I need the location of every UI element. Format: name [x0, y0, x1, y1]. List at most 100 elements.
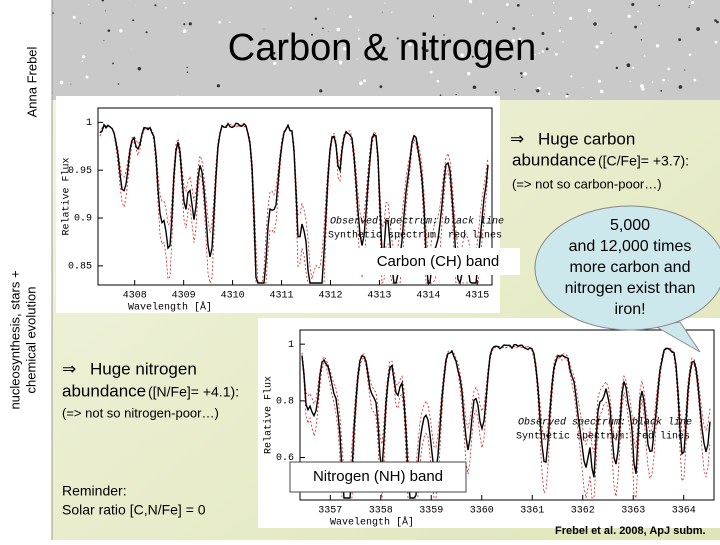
star	[112, 62, 115, 65]
star	[85, 75, 89, 79]
star	[439, 94, 442, 96]
x-tick-label: 3357	[318, 506, 342, 517]
star	[356, 58, 358, 60]
star	[186, 71, 189, 74]
star	[538, 52, 541, 55]
star	[541, 32, 545, 35]
star	[562, 41, 564, 43]
x-tick-label: 4310	[221, 291, 245, 302]
star	[627, 14, 631, 18]
legend: Observed spectrum: black line	[518, 417, 692, 429]
star	[101, 0, 105, 2]
star	[145, 31, 148, 34]
star	[468, 0, 473, 4]
star	[188, 22, 192, 26]
star	[716, 20, 719, 24]
star	[643, 55, 646, 57]
star	[689, 5, 691, 7]
star	[651, 81, 654, 84]
star	[263, 28, 265, 30]
headline: Huge nitrogen	[90, 359, 197, 378]
arrow: ⇒	[510, 129, 524, 148]
note: (=> not so carbon-poor…)	[512, 176, 662, 191]
star	[338, 60, 343, 65]
star	[472, 85, 477, 89]
star	[336, 27, 341, 32]
star	[327, 31, 329, 32]
star	[494, 91, 497, 94]
star	[610, 32, 612, 34]
star	[560, 27, 561, 28]
x-tick-label: 4311	[270, 291, 294, 302]
sky	[52, 0, 720, 100]
star	[534, 53, 536, 56]
y-tick-label: 1	[86, 118, 92, 129]
plot-bg	[258, 318, 720, 528]
star	[319, 89, 323, 93]
y-axis-label: Relative Flux	[61, 157, 73, 235]
y-tick-label: 1	[288, 340, 294, 351]
star	[587, 16, 589, 18]
star	[316, 41, 318, 43]
star	[290, 7, 292, 9]
star	[287, 33, 290, 36]
star	[536, 89, 540, 93]
star	[327, 8, 329, 10]
star	[552, 1, 555, 4]
nitrogen-spectrum: 1 0.8 0.6 3357 3358 3359 3360 3361 3362 3363 3364 R…	[258, 318, 720, 529]
star	[593, 22, 597, 26]
star	[667, 67, 671, 71]
star	[541, 50, 545, 53]
star	[408, 42, 412, 46]
star	[322, 27, 324, 30]
star	[631, 2, 635, 6]
star	[655, 44, 660, 48]
star	[516, 3, 520, 7]
star	[103, 40, 105, 42]
star	[696, 27, 701, 31]
callout-line: and 12,000 times	[569, 238, 692, 255]
star	[443, 34, 445, 36]
star	[678, 85, 683, 89]
star	[79, 22, 82, 24]
reminder: Solar ratio [C,N/Fe] = 0	[62, 502, 206, 518]
star	[135, 4, 137, 6]
y-tick-label: 0.95	[68, 166, 92, 177]
star	[505, 3, 509, 6]
callout-line: iron!	[614, 301, 645, 318]
star	[587, 8, 592, 13]
star	[363, 79, 367, 83]
star	[379, 85, 383, 89]
star	[117, 83, 120, 85]
note: (=> not so nitrogen-poor…)	[62, 405, 219, 420]
star	[456, 56, 460, 60]
star	[512, 27, 516, 30]
star	[436, 79, 440, 83]
star	[658, 4, 661, 7]
title: Carbon & nitrogen	[228, 27, 536, 69]
star	[552, 11, 555, 14]
star	[429, 70, 433, 74]
sidebar	[0, 0, 52, 540]
star	[357, 37, 361, 40]
star	[545, 47, 549, 51]
star	[558, 29, 562, 33]
star	[521, 76, 523, 78]
plot-frame	[97, 107, 493, 286]
y-tick-label: 0.9	[74, 214, 92, 225]
star	[216, 84, 221, 88]
star	[88, 3, 90, 5]
star	[273, 61, 277, 66]
star	[471, 55, 474, 58]
x-tick-label: 3360	[470, 506, 494, 517]
star	[81, 60, 83, 62]
star	[342, 46, 347, 51]
star	[384, 2, 386, 4]
star	[455, 93, 457, 96]
star	[565, 94, 569, 98]
ratio: ([C/Fe]= +3.7):	[598, 153, 689, 169]
band-box	[357, 248, 520, 275]
star	[183, 1, 186, 5]
star	[359, 81, 363, 86]
star	[132, 19, 135, 22]
